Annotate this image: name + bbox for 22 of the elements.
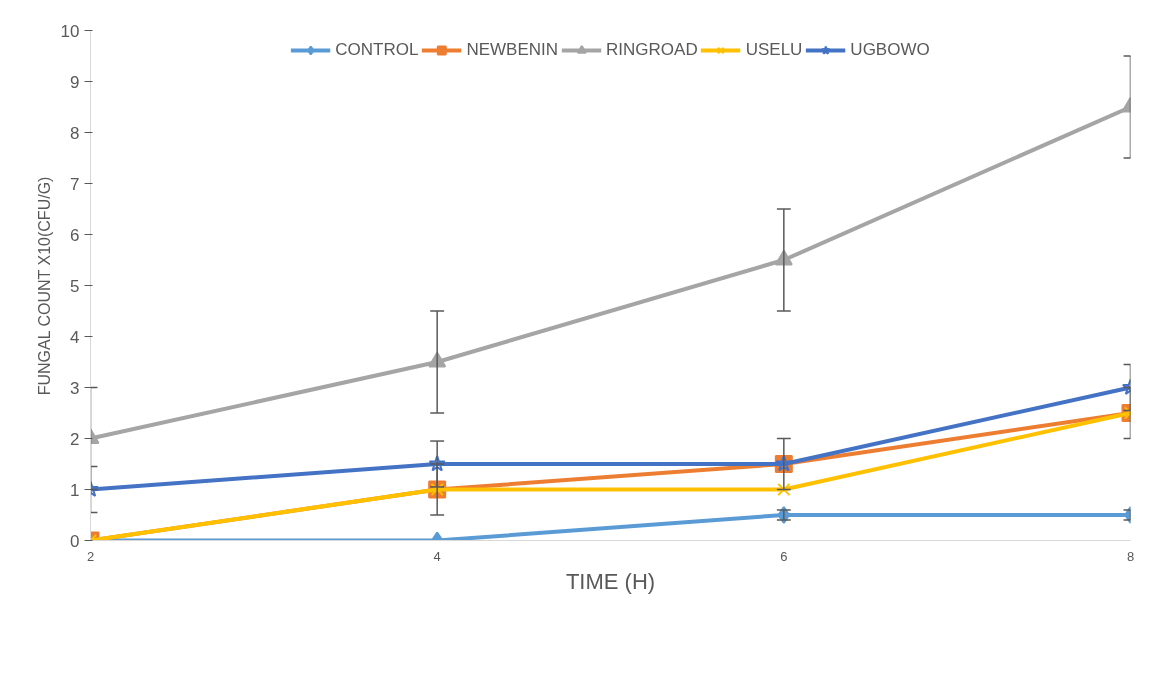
- x-axis-title: TIME (H): [565, 568, 656, 594]
- x-tick-label: 4: [433, 548, 441, 564]
- legend-label: NEWBENIN: [466, 40, 559, 60]
- y-tick-label: 6: [70, 225, 80, 245]
- y-tick-label: 1: [70, 480, 80, 500]
- x-tick-label: 6: [780, 548, 788, 564]
- y-tick-label: 0: [70, 531, 80, 551]
- y-tick-label: 3: [70, 378, 80, 398]
- x-tick-label: 8: [1126, 548, 1135, 564]
- y-tick-label: 5: [70, 276, 80, 296]
- y-tick-label: 4: [70, 327, 80, 347]
- y-tick-label: 8: [70, 123, 80, 143]
- x-tick-label: 2: [86, 548, 95, 564]
- legend-label: USELU: [745, 40, 803, 60]
- y-tick-label: 7: [70, 174, 80, 194]
- y-tick-label: 9: [70, 72, 80, 92]
- legend-label: CONTROL: [335, 40, 419, 60]
- y-tick-label: 10: [60, 21, 80, 41]
- legend-label: RINGROAD: [606, 40, 698, 60]
- y-axis-title: FUNGAL COUNT X10(CFU/G): [35, 176, 53, 396]
- legend-label: UGBOWO: [850, 40, 930, 60]
- y-tick-label: 2: [70, 429, 80, 449]
